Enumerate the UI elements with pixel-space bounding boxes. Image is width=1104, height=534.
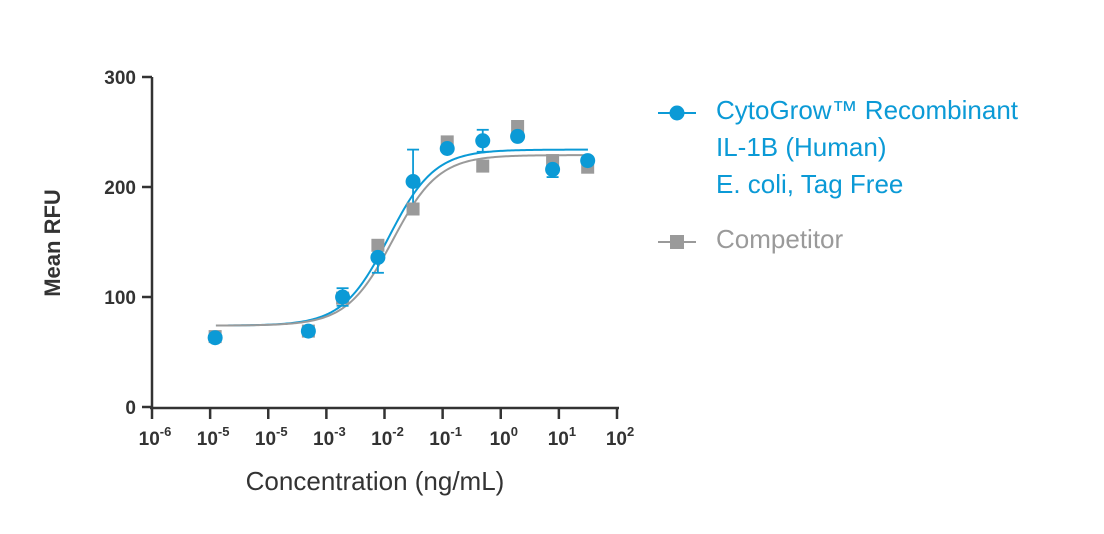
data-point-competitor	[406, 202, 420, 216]
legend-marker-circle-icon	[658, 105, 696, 121]
x-axis-title: Concentration (ng/mL)	[246, 466, 505, 496]
y-axis-title: Mean RFU	[40, 189, 65, 297]
data-point-cytogrow	[439, 141, 455, 156]
y-tick-label: 300	[104, 68, 136, 89]
data-point-cytogrow	[580, 153, 596, 169]
x-tick-label: 10-3	[313, 424, 346, 450]
x-tick-label: 10-1	[429, 424, 462, 450]
x-tick-label: 10-2	[371, 424, 404, 450]
y-tick-label: 100	[104, 288, 136, 309]
x-tick-label: 101	[548, 424, 576, 450]
data-point-cytogrow	[510, 128, 526, 144]
legend-line-2: IL-1B (Human)	[716, 132, 887, 162]
axes	[150, 77, 619, 410]
x-ticks: 10-6 10-5 10-5 10-3 10-2 10-1 100 101 102	[139, 407, 634, 450]
legend-line-1: Competitor	[716, 224, 844, 254]
legend: CytoGrow™ Recombinant IL-1B (Human) E. c…	[658, 92, 1018, 276]
x-tick-label: 102	[606, 424, 634, 450]
data-point-cytogrow	[475, 133, 491, 149]
legend-label-cytogrow: CytoGrow™ Recombinant IL-1B (Human) E. c…	[716, 92, 1018, 203]
data-point-competitor	[371, 238, 385, 252]
legend-marker-square-icon	[658, 235, 696, 249]
data-point-cytogrow	[545, 161, 561, 177]
y-ticks: 0 100 200 300	[104, 68, 152, 419]
y-tick-label: 200	[104, 178, 136, 199]
legend-line-1: CytoGrow™ Recombinant	[716, 95, 1018, 125]
legend-label-competitor: Competitor	[716, 221, 843, 258]
legend-item-cytogrow: CytoGrow™ Recombinant IL-1B (Human) E. c…	[658, 92, 1018, 203]
data-point-cytogrow	[300, 323, 316, 339]
legend-line-3: E. coli, Tag Free	[716, 169, 904, 199]
x-tick-label: 10-6	[139, 424, 172, 450]
fit-curve-competitor	[215, 154, 588, 327]
data-point-cytogrow	[370, 249, 386, 265]
data-point-cytogrow	[335, 289, 351, 305]
data-point-cytogrow	[207, 330, 223, 346]
fit-curve-cytogrow	[215, 148, 588, 327]
data-point-competitor	[476, 159, 490, 173]
x-tick-label: 10-5	[255, 424, 288, 450]
y-tick-label: 0	[125, 398, 136, 419]
legend-item-competitor: Competitor	[658, 221, 1018, 258]
fit-curves	[215, 148, 588, 327]
data-point-cytogrow	[405, 174, 421, 189]
x-tick-label: 10-5	[197, 424, 230, 450]
x-tick-label: 100	[490, 424, 518, 450]
data-points	[207, 120, 596, 346]
